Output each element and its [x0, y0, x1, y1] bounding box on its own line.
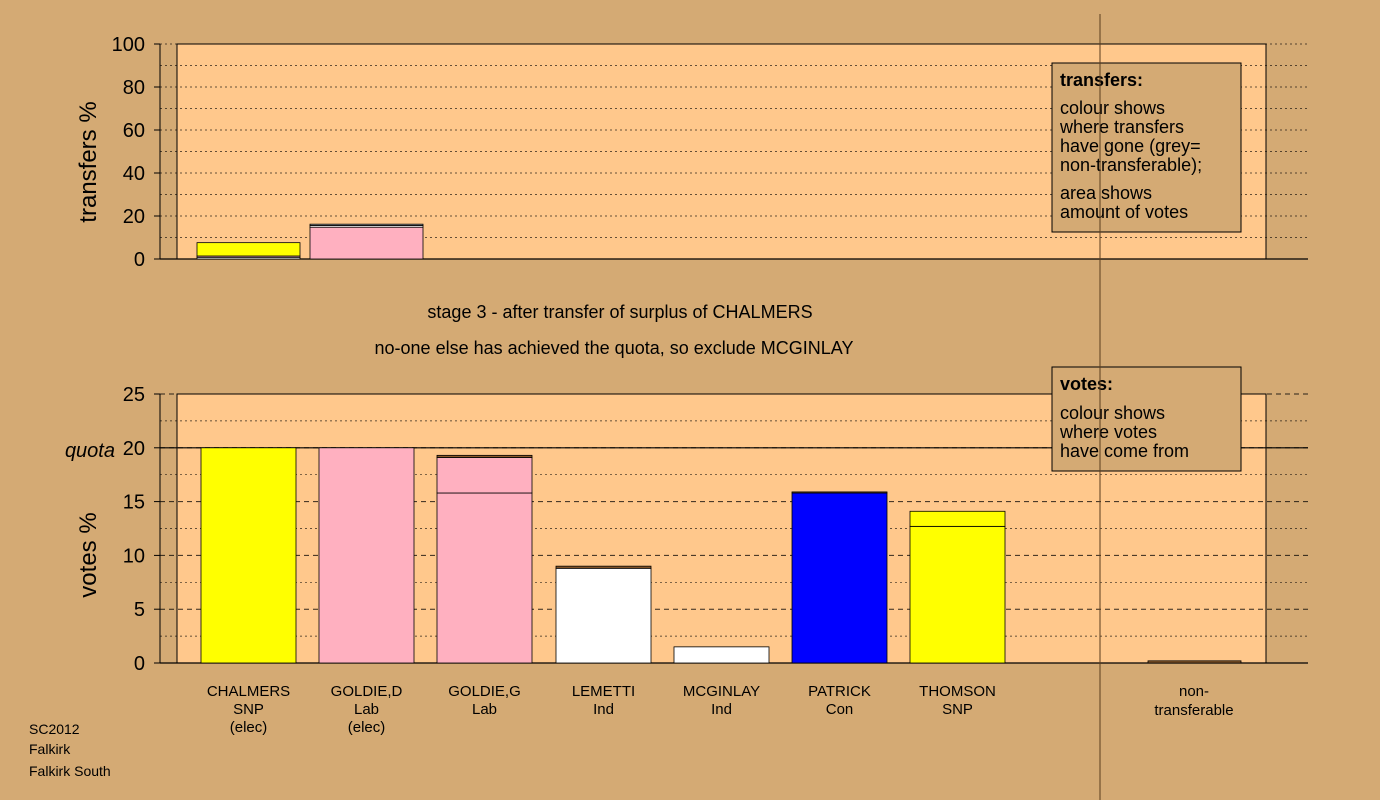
transfer-bar-goldied-segment — [309, 226, 424, 260]
transfer-bar-goldied-segment — [309, 223, 424, 226]
votes-legend: votes: colour shows where votes have com… — [1051, 366, 1242, 472]
votes-legend-line: colour shows — [1060, 403, 1165, 423]
candidate-name-label: MCGINLAY — [683, 683, 760, 700]
y-tick-label: 5 — [134, 599, 145, 621]
vote-bar-nontransferable-segment — [1147, 660, 1242, 664]
vote-bar-chalmers-segment — [200, 447, 297, 664]
candidate-name-label: THOMSON — [919, 683, 996, 700]
y-tick-label: 0 — [134, 653, 145, 675]
vote-bar-goldieg-segment — [436, 454, 533, 458]
votes-legend-title: votes: — [1060, 374, 1113, 394]
transfers-y-axis-label: transfers % — [75, 101, 102, 222]
vote-bar-goldied-segment — [318, 447, 415, 664]
y-tick-label: 60 — [123, 120, 145, 142]
transfers-legend: transfers: colour shows where transfers … — [1051, 62, 1242, 233]
transfer-bar-chalmers-segment — [196, 242, 301, 257]
y-tick-label: 15 — [123, 492, 145, 514]
candidate-note-label: (elec) — [348, 719, 386, 736]
candidate-name-label: PATRICK — [808, 683, 871, 700]
candidate-party-label: Con — [826, 701, 854, 718]
votes-legend-line: where votes — [1059, 422, 1157, 442]
y-tick-label: 20 — [123, 438, 145, 460]
nontransferable-label-line2: transferable — [1154, 702, 1233, 719]
nontransferable-label-line1: non- — [1179, 683, 1209, 700]
stage-title: stage 3 - after transfer of surplus of C… — [427, 302, 812, 322]
transfers-legend-line: amount of votes — [1060, 202, 1188, 222]
votes-y-axis-label: votes % — [75, 512, 102, 597]
vote-bar-lemetti-segment — [555, 567, 652, 664]
transfers-bars — [196, 223, 424, 260]
y-tick-label: 40 — [123, 163, 145, 185]
y-tick-label: 25 — [123, 384, 145, 406]
candidate-party-label: SNP — [942, 701, 973, 718]
candidate-name-label: LEMETTI — [572, 683, 635, 700]
y-tick-label: 10 — [123, 545, 145, 567]
candidate-labels: CHALMERSSNP(elec)GOLDIE,DLab(elec)GOLDIE… — [207, 683, 996, 736]
transfers-legend-line: area shows — [1060, 183, 1152, 203]
transfers-legend-line: have gone (grey= — [1060, 136, 1201, 156]
vote-bar-thomson-segment — [909, 510, 1006, 527]
footer-ward: Falkirk South — [29, 763, 111, 779]
vote-bar-goldieg-segment — [436, 492, 533, 664]
footer-council: Falkirk — [29, 741, 71, 757]
votes-legend-line: have come from — [1060, 441, 1189, 461]
vote-bar-thomson-segment — [909, 525, 1006, 664]
candidate-name-label: GOLDIE,G — [448, 683, 521, 700]
candidate-party-label: Lab — [472, 701, 497, 718]
candidate-party-label: Ind — [593, 701, 614, 718]
footer-election: SC2012 — [29, 721, 80, 737]
vote-bar-patrick-segment — [791, 492, 888, 664]
vote-bar-patrick-segment — [791, 491, 888, 494]
transfers-legend-line: colour shows — [1060, 98, 1165, 118]
y-tick-label: 80 — [123, 77, 145, 99]
votes-bars — [200, 447, 1242, 664]
candidate-party-label: Lab — [354, 701, 379, 718]
vote-bar-goldieg-segment — [436, 457, 533, 494]
transfers-legend-title: transfers: — [1060, 70, 1143, 90]
transfers-legend-line: non-transferable); — [1060, 155, 1202, 175]
stage-subtitle: no-one else has achieved the quota, so e… — [375, 338, 854, 358]
candidate-party-label: Ind — [711, 701, 732, 718]
candidate-note-label: (elec) — [230, 719, 268, 736]
transfers-legend-line: where transfers — [1059, 117, 1184, 137]
vote-bar-lemetti-segment — [555, 565, 652, 569]
y-tick-label: 0 — [134, 249, 145, 271]
candidate-party-label: SNP — [233, 701, 264, 718]
y-tick-label: 100 — [112, 34, 145, 56]
y-tick-label: 20 — [123, 206, 145, 228]
candidate-name-label: GOLDIE,D — [331, 683, 403, 700]
vote-bar-mcginlay-segment — [673, 646, 770, 664]
candidate-name-label: CHALMERS — [207, 683, 290, 700]
quota-label: quota — [65, 440, 115, 462]
